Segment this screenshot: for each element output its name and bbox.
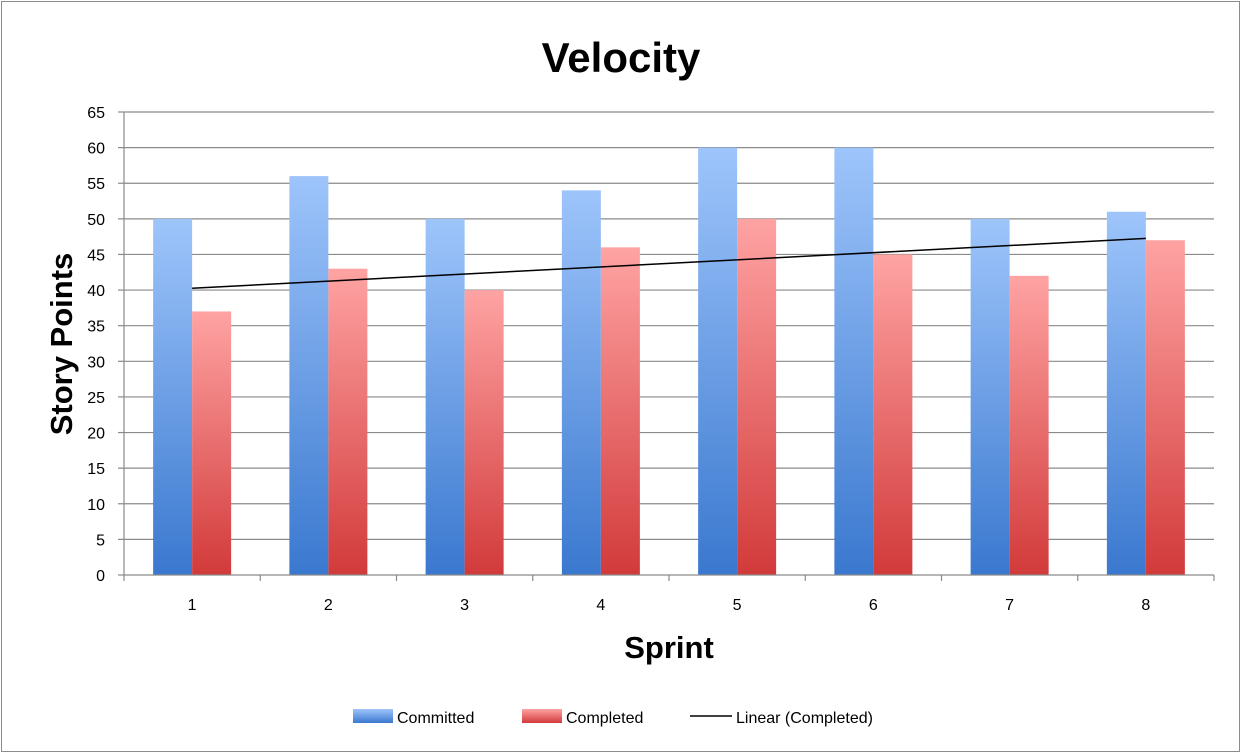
chart-title: Velocity — [542, 34, 701, 81]
x-tick-label: 1 — [188, 597, 197, 614]
y-tick-label: 5 — [96, 532, 105, 549]
bar-committed-sprint-1 — [153, 219, 192, 575]
y-tick-label: 45 — [87, 247, 105, 264]
x-tick-label: 3 — [460, 597, 469, 614]
legend-swatch-committed — [353, 709, 393, 723]
y-axis-title: Story Points — [44, 253, 79, 436]
y-tick-label: 10 — [87, 497, 105, 514]
bar-completed-sprint-3 — [465, 290, 504, 575]
bar-completed-sprint-6 — [873, 254, 912, 575]
legend-label-trendline: Linear (Completed) — [736, 710, 873, 727]
y-tick-label: 50 — [87, 212, 105, 229]
y-tick-label: 55 — [87, 176, 105, 193]
gridlines — [118, 112, 1214, 575]
x-tick-label: 5 — [733, 597, 742, 614]
y-tick-label: 0 — [96, 568, 105, 585]
bar-completed-sprint-1 — [192, 311, 231, 575]
legend-label-committed: Committed — [397, 710, 474, 727]
y-tick-label: 40 — [87, 283, 105, 300]
x-tick-label: 8 — [1141, 597, 1150, 614]
axes — [124, 112, 1214, 581]
legend: Committed Completed Linear (Completed) — [353, 709, 873, 727]
y-tick-label: 30 — [87, 354, 105, 371]
y-tick-labels: 0 5 10 15 20 25 30 35 40 45 50 55 60 65 — [87, 105, 105, 585]
x-tick-label: 2 — [324, 597, 333, 614]
bar-committed-sprint-8 — [1107, 212, 1146, 575]
y-tick-label: 65 — [87, 105, 105, 122]
bar-completed-sprint-4 — [601, 247, 640, 575]
bar-completed-sprint-2 — [328, 269, 367, 575]
x-axis-title: Sprint — [624, 630, 714, 665]
bar-committed-sprint-4 — [562, 190, 601, 575]
y-tick-label: 25 — [87, 390, 105, 407]
y-tick-label: 20 — [87, 426, 105, 443]
x-tick-labels: 1 2 3 4 5 6 7 8 — [188, 597, 1151, 614]
bar-committed-sprint-5 — [698, 148, 737, 575]
legend-label-completed: Completed — [566, 710, 643, 727]
y-tick-label: 35 — [87, 319, 105, 336]
bar-committed-sprint-6 — [834, 148, 873, 575]
bar-completed-sprint-8 — [1146, 240, 1185, 575]
y-tick-label: 15 — [87, 461, 105, 478]
x-tick-label: 4 — [596, 597, 605, 614]
bar-completed-sprint-7 — [1010, 276, 1049, 575]
y-tick-label: 60 — [87, 141, 105, 158]
x-tick-label: 7 — [1005, 597, 1014, 614]
x-tick-label: 6 — [869, 597, 878, 614]
bar-completed-sprint-5 — [737, 219, 776, 575]
legend-swatch-completed — [522, 709, 562, 723]
bar-committed-sprint-2 — [289, 176, 328, 575]
bar-committed-sprint-3 — [426, 219, 465, 575]
bar-committed-sprint-7 — [971, 219, 1010, 575]
